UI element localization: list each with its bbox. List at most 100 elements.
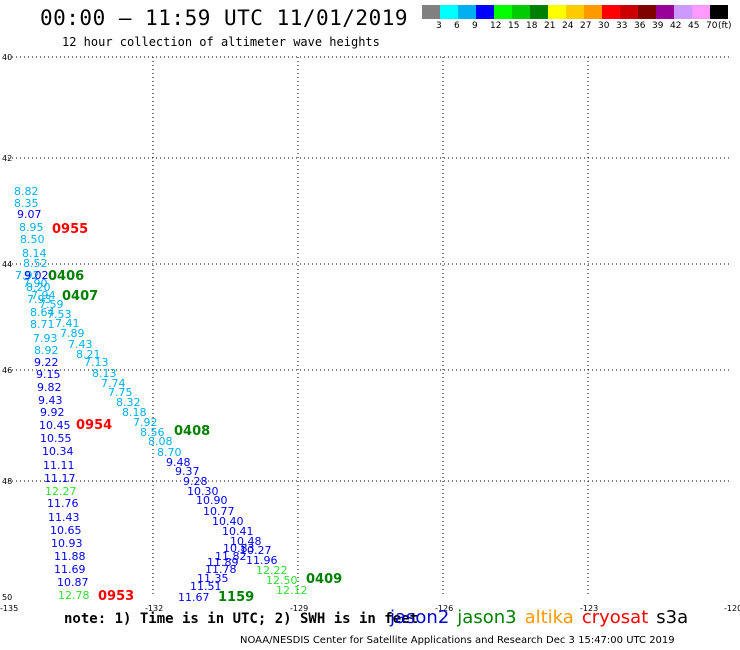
pass-time-label: 0408 [174,424,210,439]
wave-height-point: 7.41 [55,317,80,330]
wave-height-point: 11.88 [54,550,86,563]
wave-height-point: 9.37 [175,465,200,478]
legend-cryosat: cryosat [581,607,649,628]
scale-label: 27 [580,21,592,31]
wave-height-point: 11.82 [215,550,247,563]
wave-height-point: 10.65 [50,524,82,537]
scale-swatch [548,5,566,19]
wave-height-point: 10.30 [187,485,219,498]
pass-time-label: 0953 [98,589,134,604]
wave-height-point: 12.12 [276,584,308,597]
wave-height-point: 12.22 [256,564,288,577]
wave-height-point: 9.92 [40,406,65,419]
scale-label: 24 [562,21,574,31]
lat-label: 50 [2,593,12,602]
wave-height-point: 10.48 [230,535,262,548]
wave-height-point: 10.27 [240,544,272,557]
wave-height-point: 7.13 [84,356,109,369]
lon-label: -123 [580,604,598,613]
scale-label: 9 [472,21,478,31]
wave-height-point: 10.34 [42,445,74,458]
wave-height-point: 11.11 [43,459,75,472]
wave-height-point: 10.55 [40,432,72,445]
lat-label: 40 [2,53,12,62]
wave-height-point: 7.59 [39,298,64,311]
lon-label: -135 [0,604,18,613]
credit-line: NOAA/NESDIS Center for Satellite Applica… [240,635,675,646]
scale-swatch [692,5,710,19]
pass-time-label: 0409 [306,572,342,587]
scale-label: 12 [490,21,502,31]
scale-label: 36 [634,21,646,31]
wave-height-point: 11.89 [207,556,239,569]
color-scale-labels: 3 6 9 12 15 18 21 24 27 30 33 36 39 42 45 70 (ft) [422,21,740,33]
wave-height-point: 7.92 [133,416,158,429]
wave-height-point: 9.07 [17,208,42,221]
wave-height-point: 8.92 [34,344,59,357]
wave-height-point: 7.75 [108,386,133,399]
wave-height-point: 8.35 [14,197,39,210]
wave-height-point: 9.22 [34,356,59,369]
legend-s3a: s3a [656,607,689,628]
pass-time-label: 0407 [62,289,98,304]
color-scale [422,5,728,19]
lat-label: 48 [2,477,12,486]
scale-unit: (ft) [718,21,732,31]
lon-label: -126 [435,604,453,613]
scale-label: 30 [598,21,610,31]
scale-swatch [620,5,638,19]
wave-height-point: 12.50 [266,574,298,587]
wave-height-point: 10.77 [203,505,235,518]
wave-height-point: 9.82 [37,381,62,394]
wave-height-point: 11.35 [197,572,229,585]
scale-swatch [422,5,440,19]
scale-label: 45 [688,21,700,31]
pass-time-label: 0954 [76,418,112,433]
wave-height-point: 7.94 [31,289,56,302]
scale-swatch [584,5,602,19]
wave-height-point: 8.82 [14,185,39,198]
wave-height-point: 8.52 [23,257,48,270]
wave-height-point: 7.93 [27,293,52,306]
scale-swatch [638,5,656,19]
pass-time-label: 0955 [52,222,88,237]
scale-label: 33 [616,21,628,31]
scale-swatch [494,5,512,19]
wave-height-point: 11.43 [48,511,80,524]
wave-height-point: 7.53 [47,308,72,321]
pass-time-label: 1159 [218,590,254,605]
wave-height-point: 11.67 [178,591,210,604]
wave-height-point: 8.50 [20,233,45,246]
scale-swatch [512,5,530,19]
scale-swatch [476,5,494,19]
wave-height-point: 11.76 [47,497,79,510]
wave-height-point: 10.40 [212,515,244,528]
wave-height-point: 10.41 [222,525,254,538]
scale-swatch [710,5,728,19]
scale-swatch [530,5,548,19]
wave-height-point: 8.21 [76,348,101,361]
scale-swatch [440,5,458,19]
scale-swatch [566,5,584,19]
wave-height-point: 7.89 [60,327,85,340]
wave-height-point: 8.95 [19,221,44,234]
pass-time-label: 0406 [48,269,84,284]
wave-height-point: 8.13 [92,367,117,380]
satellite-legend: jason2 jason3 altika cryosat s3a [390,607,696,628]
wave-height-point: 11.96 [246,554,278,567]
page-subtitle: 12 hour collection of altimeter wave hei… [62,35,380,49]
wave-height-point: 11.51 [190,580,222,593]
legend-altika: altika [524,607,574,628]
wave-height-point: 10.87 [57,576,89,589]
wave-height-point: 8.14 [22,247,47,260]
wave-height-point: 9.28 [183,475,208,488]
wave-height-point: 12.27 [45,485,77,498]
lon-label: -132 [145,604,163,613]
wave-height-point: 10.93 [51,537,83,550]
wave-height-point: 8.20 [26,281,51,294]
wave-height-point: 8.56 [140,426,165,439]
scale-swatch [674,5,692,19]
wave-height-point: 9.15 [36,368,61,381]
lat-label: 46 [2,366,12,375]
wave-height-point: 9.02 [24,269,49,282]
